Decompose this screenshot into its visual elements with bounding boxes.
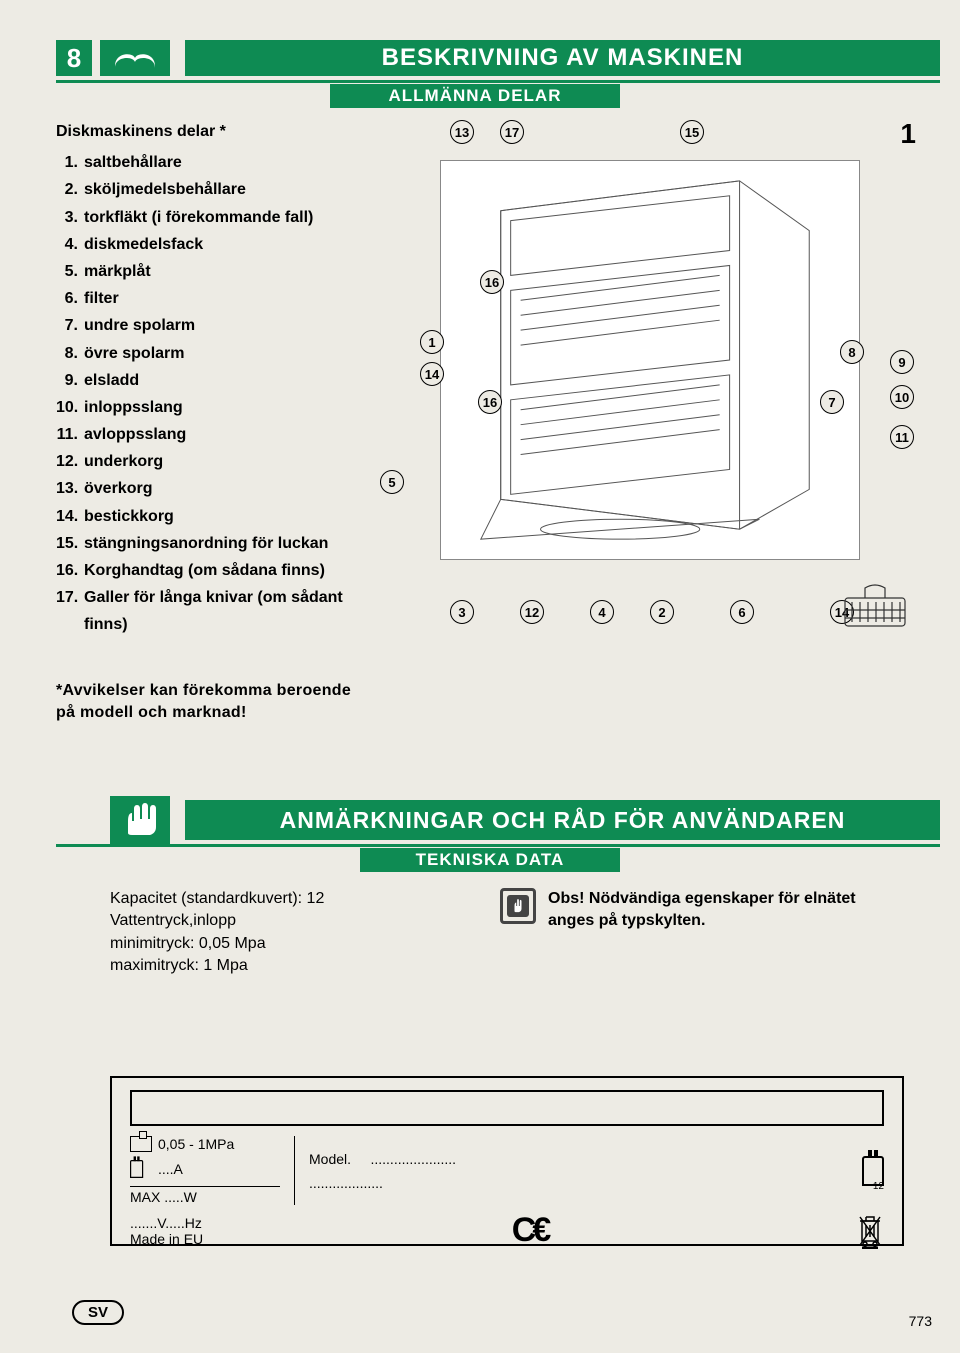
list-item: 17.Galler för långa knivar (om sådant fi… (56, 584, 356, 638)
list-item: 12.underkorg (56, 448, 356, 475)
watts-value: MAX .....W (130, 1189, 197, 1205)
technical-data-left: Kapacitet (standardkuvert): 12 Vattentry… (110, 888, 430, 978)
type-plate-inner-box (130, 1090, 884, 1126)
figure-number: 1 (900, 118, 916, 150)
divider (56, 844, 940, 847)
section2-title: ANMÄRKNINGAR OCH RÅD FÖR ANVÄNDAREN (185, 800, 940, 840)
dishwasher-illustration (440, 160, 860, 560)
list-item: 11.avloppsslang (56, 421, 356, 448)
list-item: 8.övre spolarm (56, 340, 356, 367)
language-badge: SV (72, 1300, 124, 1325)
callout: 12 (520, 600, 544, 624)
list-item: 13.överkorg (56, 475, 356, 502)
plug-icon (130, 1160, 143, 1178)
list-item: 16.Korghandtag (om sådana finns) (56, 557, 356, 584)
callout: 11 (890, 425, 914, 449)
tap-icon (130, 1136, 152, 1152)
callout: 14 (420, 362, 444, 386)
voltage-hz: .......V.....Hz (130, 1215, 280, 1231)
parts-list: Diskmaskinens delar * 1.saltbehållare 2.… (56, 118, 356, 639)
tech-line: Kapacitet (standardkuvert): 12 (110, 888, 430, 910)
list-item: 2.sköljmedelsbehållare (56, 176, 356, 203)
callout: 6 (730, 600, 754, 624)
callout: 16 (480, 270, 504, 294)
line-dots: ................... (309, 1175, 750, 1191)
parts-heading: Diskmaskinens delar * (56, 118, 356, 145)
callout: 10 (890, 385, 914, 409)
tech-line: Vattentryck,inlopp (110, 910, 430, 932)
callout: 15 (680, 120, 704, 144)
callout: 5 (380, 470, 404, 494)
callout: 13 (450, 120, 474, 144)
list-item: 7.undre spolarm (56, 312, 356, 339)
made-in: Made in EU (130, 1231, 280, 1247)
cutlery-basket-icon (840, 580, 910, 630)
technical-data-right: Obs! Nödvändiga egenskaper för elnätet a… (500, 888, 900, 933)
section2-subtitle: TEKNISKA DATA (360, 848, 620, 872)
page-number-badge: 8 (56, 40, 92, 76)
book-icon (100, 40, 170, 76)
tech-line: minimitryck: 0,05 Mpa (110, 933, 430, 955)
pressure-value: 0,05 - 1MPa (158, 1136, 234, 1152)
amps-value: ....A (158, 1161, 183, 1177)
weee-bin-icon (856, 1213, 884, 1249)
list-item: 3.torkfläkt (i förekommande fall) (56, 204, 356, 231)
type-plate: 0,05 - 1MPa ....A MAX .....W Model. ....… (110, 1076, 904, 1246)
list-item: 5.märkplåt (56, 258, 356, 285)
callout: 8 (840, 340, 864, 364)
callout: 2 (650, 600, 674, 624)
callout: 7 (820, 390, 844, 414)
callout: 9 (890, 350, 914, 374)
hand-icon (110, 796, 170, 844)
section1-title: BESKRIVNING AV MASKINEN (185, 40, 940, 76)
callout: 17 (500, 120, 524, 144)
list-item: 10.inloppsslang (56, 394, 356, 421)
parts-ol: 1.saltbehållare 2.sköljmedelsbehållare 3… (56, 149, 356, 638)
footer-page-number: 773 (909, 1313, 932, 1329)
machine-diagram: 1 13 17 15 16 1 14 16 5 3 12 4 2 6 14 8 … (370, 100, 930, 660)
callout: 4 (590, 600, 614, 624)
divider (56, 80, 940, 83)
model-label: Model. (309, 1151, 351, 1167)
list-item: 1.saltbehållare (56, 149, 356, 176)
ce-mark-icon: C€ (512, 1211, 547, 1250)
callout: 16 (478, 390, 502, 414)
obs-text: Obs! Nödvändiga egenskaper för elnätet a… (548, 888, 900, 933)
list-item: 14.bestickkorg (56, 503, 356, 530)
list-item: 6.filter (56, 285, 356, 312)
model-disclaimer: *Avvikelser kan förekomma beroende på mo… (56, 680, 356, 725)
list-item: 4.diskmedelsfack (56, 231, 356, 258)
tech-line: maximitryck: 1 Mpa (110, 955, 430, 977)
list-item: 15.stängningsanordning för luckan (56, 530, 356, 557)
callout: 1 (420, 330, 444, 354)
capacity-value: 12 (873, 1181, 884, 1192)
model-dots: ...................... (370, 1151, 456, 1167)
callout: 3 (450, 600, 474, 624)
attention-icon (500, 888, 536, 924)
list-item: 9.elsladd (56, 367, 356, 394)
